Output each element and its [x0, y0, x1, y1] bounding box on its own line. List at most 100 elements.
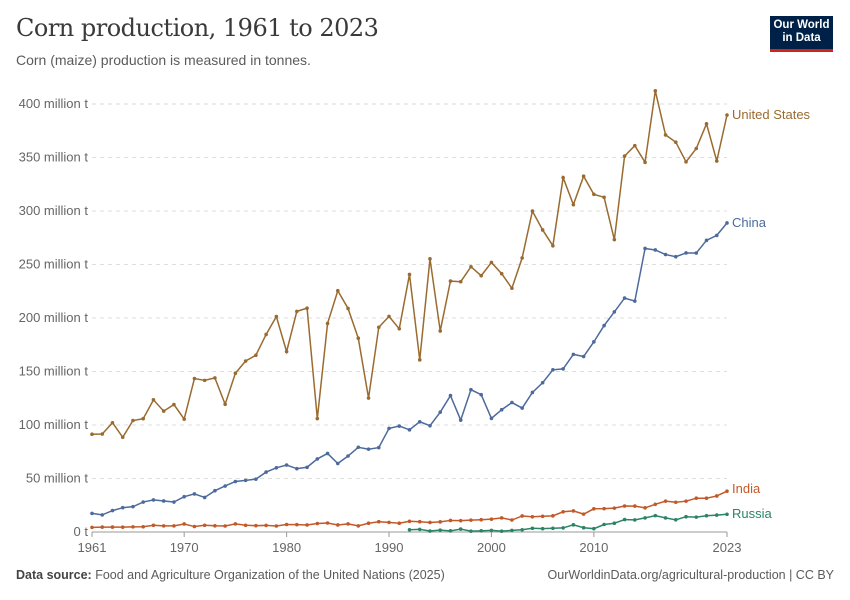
data-point-india [90, 525, 94, 530]
data-point-russia [438, 528, 443, 532]
data-point-india [120, 525, 125, 529]
x-tick-label: 1970 [170, 540, 199, 555]
data-point-india [643, 506, 647, 510]
data-point-united-states [684, 160, 688, 164]
data-point-china [141, 500, 146, 504]
data-point-china [489, 416, 494, 421]
data-point-russia [571, 523, 576, 527]
x-tick-label: 1980 [272, 540, 301, 555]
data-point-united-states [571, 202, 576, 207]
data-point-india [131, 525, 135, 529]
data-point-china [469, 387, 473, 392]
data-point-china [356, 445, 361, 450]
data-point-russia [663, 516, 668, 520]
footer-url[interactable]: OurWorldinData.org/agricultural-producti… [547, 568, 834, 582]
data-point-india [510, 518, 514, 522]
data-point-united-states [356, 336, 361, 341]
y-tick-label: 400 million t [19, 96, 89, 111]
x-tick-label: 2000 [477, 540, 506, 555]
source-label: Data source: [16, 568, 92, 582]
data-point-india [192, 524, 197, 529]
data-point-russia [489, 528, 494, 533]
data-point-china [192, 492, 197, 496]
data-point-united-states [602, 195, 606, 200]
data-point-russia [633, 518, 637, 522]
y-tick-label: 200 million t [19, 310, 89, 325]
data-point-china [366, 447, 371, 451]
data-point-china [407, 428, 412, 432]
data-point-india [213, 523, 217, 528]
data-point-china [540, 380, 545, 385]
data-point-united-states [673, 140, 678, 144]
data-point-united-states [428, 257, 432, 261]
data-point-united-states [714, 159, 719, 163]
owid-logo[interactable]: Our World in Data [770, 16, 833, 52]
data-point-china [428, 423, 432, 428]
data-point-china [161, 499, 166, 503]
data-point-united-states [704, 121, 709, 126]
data-point-united-states [551, 243, 555, 248]
data-point-china [725, 221, 729, 225]
data-point-india [397, 521, 402, 526]
data-point-united-states [520, 256, 524, 260]
data-point-united-states [540, 228, 545, 232]
data-point-united-states [295, 309, 299, 314]
data-point-china [561, 367, 565, 371]
series-label-russia: Russia [732, 506, 773, 521]
data-point-india [325, 521, 330, 525]
data-point-china [602, 323, 606, 328]
data-point-united-states [305, 306, 309, 310]
data-point-united-states [110, 420, 115, 425]
data-point-russia [725, 512, 729, 517]
data-point-united-states [120, 435, 125, 440]
y-tick-label: 300 million t [19, 203, 89, 218]
data-point-united-states [172, 402, 176, 407]
x-tick-label: 1961 [78, 540, 107, 555]
data-point-india [653, 502, 658, 507]
data-point-china [315, 457, 320, 461]
data-point-china [530, 390, 535, 395]
data-point-india [284, 522, 289, 527]
data-point-china [254, 477, 258, 481]
data-point-united-states [438, 329, 443, 333]
data-point-india [633, 504, 637, 508]
data-point-india [714, 494, 719, 498]
data-point-united-states [202, 378, 207, 383]
data-point-united-states [182, 417, 186, 421]
data-point-india [346, 522, 350, 526]
data-point-china [213, 488, 217, 493]
data-point-china [325, 451, 330, 456]
data-point-russia [499, 529, 504, 533]
data-point-india [264, 523, 268, 528]
x-tick-label: 2010 [579, 540, 608, 555]
data-point-india [305, 523, 309, 527]
x-tick-label: 2023 [713, 540, 742, 555]
series-line-china [91, 222, 728, 516]
data-point-united-states [284, 349, 289, 354]
data-point-china [643, 246, 647, 251]
data-point-india [551, 514, 555, 518]
data-point-united-states [213, 376, 217, 380]
data-point-united-states [397, 327, 402, 331]
logo-text: Our World in Data [773, 19, 830, 44]
data-point-united-states [336, 288, 340, 293]
data-point-india [581, 512, 586, 516]
data-point-india [376, 519, 381, 524]
data-point-india [479, 517, 483, 522]
data-point-united-states [622, 154, 627, 158]
data-point-india [489, 517, 494, 521]
data-point-russia [622, 517, 627, 522]
data-point-india [151, 523, 156, 528]
data-point-india [602, 506, 606, 511]
data-point-russia [479, 529, 483, 533]
data-point-india [387, 520, 391, 525]
data-point-india [694, 496, 699, 500]
data-point-united-states [346, 306, 350, 311]
data-point-china [387, 426, 391, 431]
data-point-india [366, 521, 371, 526]
data-point-russia [520, 527, 524, 532]
data-point-india [499, 516, 504, 520]
chart-subtitle: Corn (maize) production is measured in t… [16, 52, 311, 68]
y-tick-label: 250 million t [19, 257, 89, 272]
